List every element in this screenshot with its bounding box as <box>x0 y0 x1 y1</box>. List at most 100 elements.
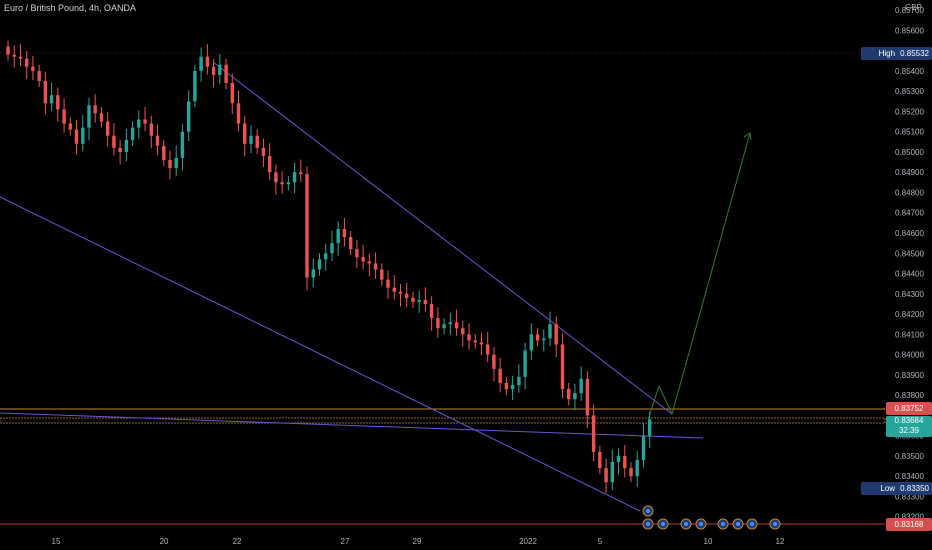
candle-body[interactable] <box>286 182 291 185</box>
candle-body[interactable] <box>180 131 185 158</box>
candle-body[interactable] <box>486 344 490 355</box>
candle-body[interactable] <box>118 147 122 152</box>
candle-body[interactable] <box>492 354 496 369</box>
candle-body[interactable] <box>423 299 428 304</box>
candle-body[interactable] <box>236 103 241 124</box>
candle-body[interactable] <box>523 350 527 377</box>
event-flag-icon[interactable] <box>695 518 707 530</box>
candle-body[interactable] <box>68 123 72 130</box>
candle-body[interactable] <box>299 172 303 175</box>
candle-body[interactable] <box>174 158 178 169</box>
candle-body[interactable] <box>31 66 35 71</box>
event-flag-icon[interactable] <box>769 518 781 530</box>
candle-body[interactable] <box>193 70 197 102</box>
candle-body[interactable] <box>230 83 234 104</box>
candle-body[interactable] <box>292 172 297 183</box>
candle-body[interactable] <box>554 324 558 345</box>
candle-body[interactable] <box>579 378 583 394</box>
candle-body[interactable] <box>56 95 60 110</box>
candle-body[interactable] <box>436 318 440 329</box>
candle-body[interactable] <box>43 81 48 104</box>
price-axis[interactable]: 0.857000.856000.855000.854000.853000.852… <box>895 6 924 522</box>
candle-body[interactable] <box>324 253 328 260</box>
candle-body[interactable] <box>386 279 390 288</box>
upper-trendline[interactable] <box>212 61 673 415</box>
time-axis[interactable]: 15 20 22 27 29 2022 5 10 12 <box>52 537 785 546</box>
candle-body[interactable] <box>405 293 409 298</box>
candle-body[interactable] <box>467 334 471 341</box>
candle-body[interactable] <box>392 287 396 292</box>
candle-body[interactable] <box>610 462 614 483</box>
horizontal-trendline[interactable] <box>0 412 704 439</box>
candle-body[interactable] <box>498 368 502 383</box>
candle-body[interactable] <box>473 340 477 343</box>
candle-body[interactable] <box>261 147 266 156</box>
candle-body[interactable] <box>305 174 309 278</box>
candle-body[interactable] <box>629 468 633 477</box>
candle-body[interactable] <box>517 376 521 385</box>
candle-body[interactable] <box>616 455 621 462</box>
candle-body[interactable] <box>454 322 459 329</box>
candle-body[interactable] <box>529 334 533 351</box>
candle-body[interactable] <box>355 249 359 258</box>
candle-body[interactable] <box>380 269 384 280</box>
candle-body[interactable] <box>479 342 484 345</box>
candle-body[interactable] <box>6 46 10 55</box>
candle-body[interactable] <box>560 344 565 390</box>
candle-body[interactable] <box>542 338 546 341</box>
candle-body[interactable] <box>311 269 315 278</box>
candle-body[interactable] <box>573 393 577 400</box>
candle-body[interactable] <box>49 95 54 104</box>
candle-body[interactable] <box>99 113 104 122</box>
candle-body[interactable] <box>448 322 452 325</box>
candle-body[interactable] <box>12 54 16 57</box>
candle-body[interactable] <box>598 451 602 469</box>
candle-body[interactable] <box>130 127 135 140</box>
candle-body[interactable] <box>591 415 596 452</box>
event-flag-icon[interactable] <box>642 518 654 530</box>
candle-body[interactable] <box>411 297 415 302</box>
candle-body[interactable] <box>205 56 210 67</box>
candle-body[interactable] <box>81 127 85 144</box>
candle-body[interactable] <box>255 135 259 148</box>
candle-body[interactable] <box>504 383 509 390</box>
candle-body[interactable] <box>218 64 222 75</box>
candle-body[interactable] <box>155 135 160 146</box>
candle-body[interactable] <box>18 56 23 59</box>
candle-body[interactable] <box>87 105 91 128</box>
candle-body[interactable] <box>224 64 228 83</box>
candle-body[interactable] <box>330 243 334 254</box>
event-flag-icon[interactable] <box>717 518 729 530</box>
candle-body[interactable] <box>124 139 129 152</box>
projection-path[interactable] <box>647 132 751 421</box>
candle-body[interactable] <box>274 172 278 183</box>
candle-body[interactable] <box>648 419 652 436</box>
event-flag-icon[interactable] <box>732 518 744 530</box>
event-flag-icon[interactable] <box>642 505 654 517</box>
candle-body[interactable] <box>398 291 403 294</box>
candle-body[interactable] <box>635 460 639 477</box>
event-flag-icon[interactable] <box>680 518 692 530</box>
candle-body[interactable] <box>342 228 347 237</box>
candle-body[interactable] <box>137 119 141 128</box>
candle-body[interactable] <box>62 109 66 124</box>
candle-body[interactable] <box>37 70 41 81</box>
candle-body[interactable] <box>74 129 79 144</box>
candle-body[interactable] <box>317 259 322 270</box>
candle-body[interactable] <box>429 303 434 319</box>
candle-body[interactable] <box>585 378 590 416</box>
candle-body[interactable] <box>373 263 378 270</box>
candle-body[interactable] <box>268 156 272 173</box>
candle-body[interactable] <box>535 334 540 341</box>
lower-trendline[interactable] <box>0 196 641 512</box>
event-flag-icon[interactable] <box>657 518 669 530</box>
candle-body[interactable] <box>361 257 365 262</box>
candle-body[interactable] <box>442 324 446 329</box>
candle-body[interactable] <box>162 145 166 160</box>
candle-body[interactable] <box>623 455 627 469</box>
candle-body[interactable] <box>112 135 116 148</box>
candle-body[interactable] <box>93 105 97 114</box>
candle-body[interactable] <box>199 56 203 71</box>
